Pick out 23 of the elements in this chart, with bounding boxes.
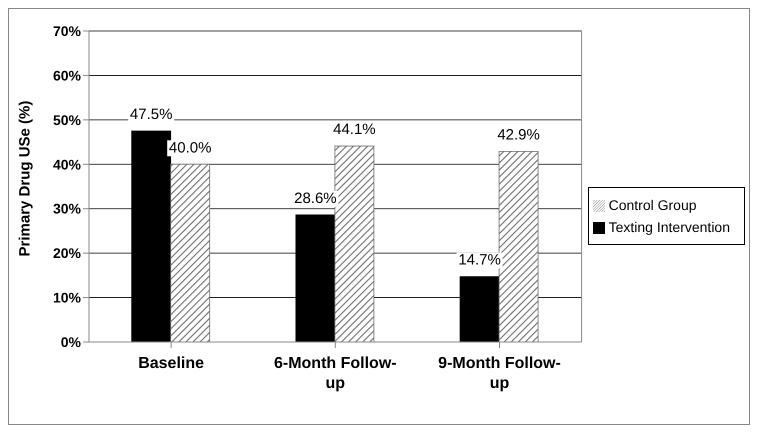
bar [498,151,538,342]
y-axis-title: Primary Drug USe (%) [16,100,34,256]
data-label: 42.9% [497,126,540,144]
bar [334,146,374,342]
y-tick-label: 70% [52,22,82,39]
data-label: 40.0% [168,139,212,156]
x-tick-label: Baseline [138,355,204,372]
y-tick-label: 30% [52,200,82,217]
y-tick-label: 60% [52,67,82,84]
y-tick-label: 10% [52,290,82,306]
data-label: 47.5% [130,106,172,123]
y-tick-label: 20% [52,245,82,262]
y-tick-label: 40% [52,156,82,172]
y-tick-label: 0% [60,334,82,350]
y-tick-label: 50% [52,112,82,128]
data-label: 14.7% [458,252,501,269]
legend-label: Control Group [608,196,697,212]
legend-label: Texting Intervention [608,218,730,234]
data-label: 28.6% [294,190,337,207]
x-tick-label: 9-Month Follow-up [438,355,561,392]
x-tick-label: 6-Month Follow-up [274,355,397,392]
data-label: 44.1% [333,121,376,138]
bar [170,164,210,342]
